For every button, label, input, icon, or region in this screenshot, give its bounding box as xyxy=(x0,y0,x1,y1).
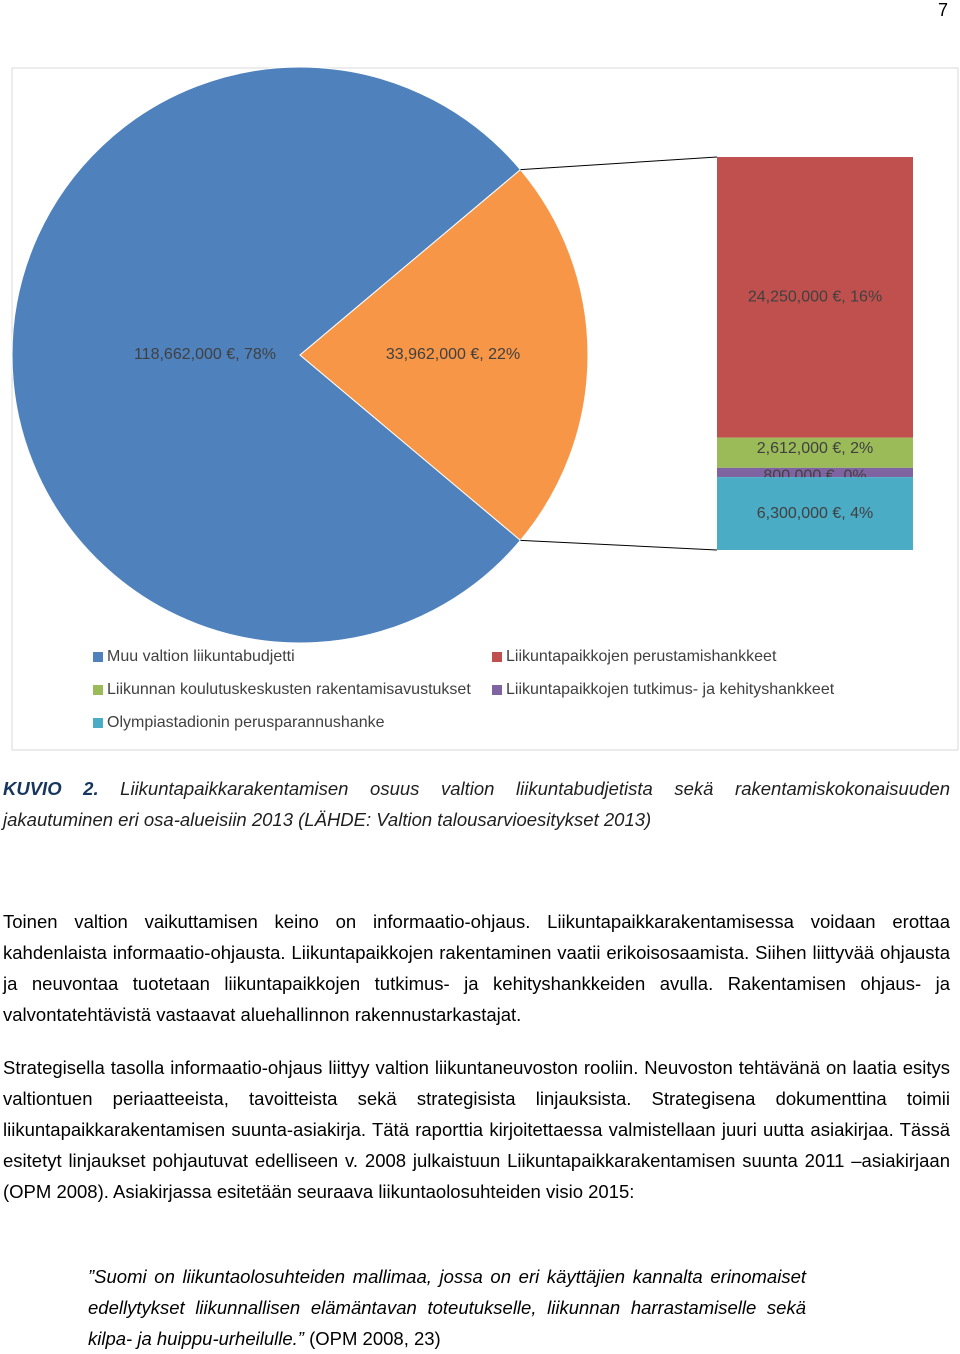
bar-segment xyxy=(717,437,913,468)
quote: ”Suomi on liikuntaolosuhteiden mallimaa,… xyxy=(88,1261,806,1354)
paragraph: Strategisella tasolla informaatio-ohjaus… xyxy=(3,1057,950,1202)
legend-swatch xyxy=(492,685,502,695)
pie-slice xyxy=(299,168,589,542)
caption-label: KUVIO 2. xyxy=(3,778,99,799)
page-number: 7 xyxy=(937,0,948,20)
paragraph: Toinen valtion vaikuttamisen keino on in… xyxy=(3,911,950,1025)
caption-text: Liikuntapaikkarakentamisen osuus valtion… xyxy=(3,778,950,830)
legend-swatch xyxy=(492,652,502,662)
connector xyxy=(520,539,718,551)
data-label: 33,962,000 €, 22% xyxy=(386,346,520,363)
chart-frame xyxy=(11,67,959,751)
bar-segment xyxy=(717,467,913,478)
data-label: 6,300,000 €, 4% xyxy=(757,505,874,522)
legend-entry: Liikuntapaikkojen tutkimus- ja kehitysha… xyxy=(506,681,835,698)
legend-swatch xyxy=(93,652,103,662)
legend-entry: Liikunnan koulutuskeskusten rakentamisav… xyxy=(107,681,471,698)
pie-slice xyxy=(11,66,522,644)
bar-segment xyxy=(717,477,913,550)
chart: 118,662,000 €, 78% 33,962,000 €, 22% 24,25… xyxy=(11,66,959,751)
connector xyxy=(520,156,718,171)
caption: KUVIO 2. Liikuntapaikkarakentamisen osuu… xyxy=(3,773,950,835)
legend-swatch xyxy=(93,718,103,728)
quote-text: ”Suomi on liikuntaolosuhteiden mallimaa,… xyxy=(88,1266,806,1349)
data-label: 24,250,000 €, 16% xyxy=(748,289,882,306)
data-label: 2,612,000 €, 2% xyxy=(757,440,874,457)
legend-entry: Muu valtion liikuntabudjetti xyxy=(107,648,295,665)
bar-segment xyxy=(717,157,913,438)
legend-entry: Olympiastadionin perusparannushanke xyxy=(107,714,385,731)
data-label: 118,662,000 €, 78% xyxy=(134,346,276,363)
legend-swatch xyxy=(93,685,103,695)
legend-entry: Liikuntapaikkojen perustamishankkeet xyxy=(506,648,777,665)
quote-source: (OPM 2008, 23) xyxy=(309,1328,441,1349)
